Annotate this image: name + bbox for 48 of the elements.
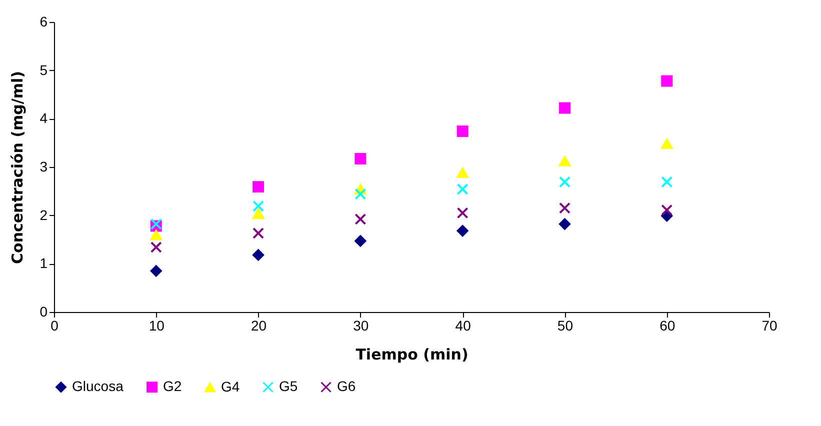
x-tick-label: 70 [762, 318, 778, 334]
x-tick-label: 30 [353, 318, 369, 334]
point [456, 225, 468, 237]
legend-label: G4 [221, 378, 240, 394]
x-tick-label: 60 [660, 318, 676, 334]
point [252, 181, 264, 193]
x-tick-label: 40 [455, 318, 472, 334]
point [661, 204, 673, 216]
y-tick-label: 3 [40, 158, 48, 174]
point [456, 125, 468, 137]
point [354, 188, 366, 200]
point [661, 138, 673, 149]
point [558, 202, 570, 214]
legend-label: G2 [163, 378, 182, 394]
y-tick-label: 5 [40, 62, 48, 78]
y-axis-title: Concentración (mg/ml) [8, 71, 27, 264]
point [558, 156, 570, 166]
x-tick-label: 50 [557, 318, 574, 334]
point [354, 153, 366, 165]
y-tick-label: 1 [40, 255, 48, 272]
x-tick-label: 10 [148, 318, 165, 334]
point [456, 168, 468, 178]
legend-label: Glucosa [72, 378, 124, 394]
point [558, 218, 570, 230]
point [354, 213, 366, 225]
point [252, 208, 264, 219]
x-tick-label: 20 [250, 318, 267, 334]
point [558, 176, 570, 188]
point [150, 265, 162, 277]
legend-label: G5 [279, 378, 298, 394]
point [661, 176, 673, 188]
point [150, 241, 162, 253]
point [558, 102, 570, 114]
x-tick-label: 0 [50, 318, 59, 334]
point [252, 227, 264, 239]
y-tick-label: 2 [40, 206, 48, 223]
legend-label: G6 [337, 378, 356, 394]
y-tick-label: 0 [40, 304, 48, 320]
point [661, 75, 673, 87]
y-tick-label: 6 [40, 14, 48, 30]
x-axis-title: Tiempo (min) [356, 346, 468, 364]
point [354, 235, 366, 247]
y-tick-label: 4 [40, 110, 48, 126]
point [150, 230, 162, 240]
point [456, 207, 468, 219]
point [252, 200, 264, 212]
point [456, 183, 468, 195]
point [252, 249, 264, 261]
